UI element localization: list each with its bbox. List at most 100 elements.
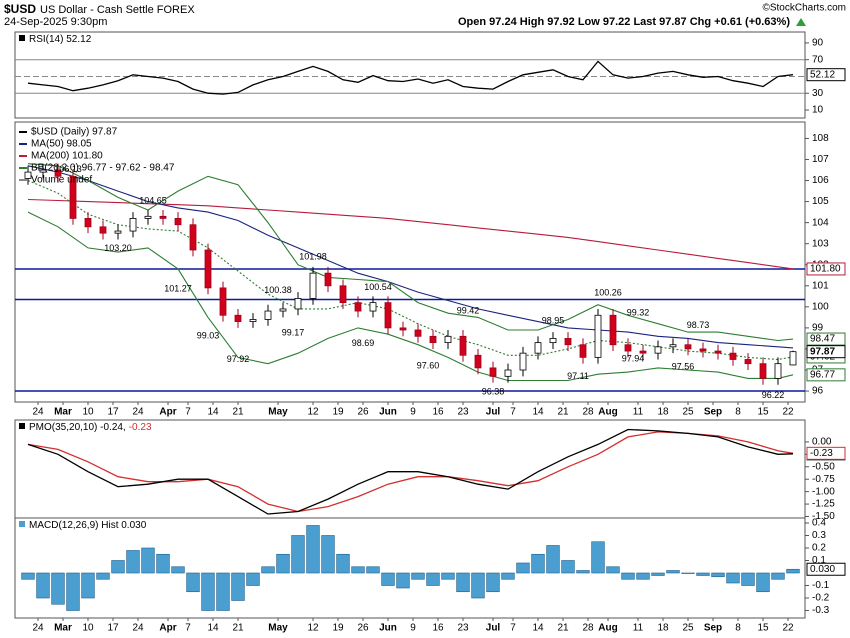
overlay-line <box>27 163 794 342</box>
x-tick-label: Sep <box>704 407 722 418</box>
candle-body <box>429 335 437 344</box>
histogram-bar <box>111 560 125 574</box>
histogram-bar <box>261 566 275 574</box>
candle-body <box>369 302 377 312</box>
histogram-bar <box>546 545 560 574</box>
x-tick-label: 9 <box>410 623 416 633</box>
x-tick-label: 21 <box>557 623 569 633</box>
histogram-bar <box>171 566 185 574</box>
histogram-bar <box>741 572 755 586</box>
candle-body <box>759 363 767 379</box>
candle-body <box>744 359 752 365</box>
x-tick-label: 24 <box>132 623 144 633</box>
candle-body <box>279 308 287 312</box>
y-tick-label: 30 <box>812 88 824 99</box>
x-tick-label: 24 <box>32 407 44 418</box>
histogram-bar <box>576 570 590 574</box>
histogram-bar <box>51 572 65 605</box>
x-tick-label: 14 <box>207 407 219 418</box>
x-tick-label: 23 <box>457 623 469 633</box>
high-annotation: 100.26 <box>594 288 622 298</box>
histogram-bar <box>201 572 215 611</box>
panel: 10 30 70 90 RSI(14) 52.12 52.12 <box>14 31 846 119</box>
candle-body <box>249 319 257 322</box>
candle-body <box>39 169 47 173</box>
y-tick-label: -1.00 <box>812 486 835 497</box>
x-tick-label: Jul <box>486 623 501 633</box>
plot-area <box>15 59 805 95</box>
histogram-bar <box>81 572 95 599</box>
histogram-bar <box>396 572 410 589</box>
y-tick-label: 0.1 <box>812 555 826 566</box>
y-tick-label: -0.75 <box>812 474 835 485</box>
low-annotation: 99.03 <box>197 331 220 341</box>
candle-body <box>774 363 782 379</box>
high-annotation: 104.65 <box>139 195 167 205</box>
histogram-bar <box>786 568 800 574</box>
candle-body <box>654 346 662 354</box>
candle-body <box>399 327 407 331</box>
histogram-bar <box>591 541 605 574</box>
x-tick-label: 16 <box>432 407 444 418</box>
instrument-name: US Dollar - Cash Settle FOREX <box>40 4 195 16</box>
x-tick-label: 15 <box>757 407 769 418</box>
x-tick-label: May <box>268 623 288 633</box>
candle-body <box>294 298 302 310</box>
low-annotation: 99.17 <box>282 328 305 338</box>
legend: PMO(35,20,10) -0.24, -0.23 <box>29 422 152 433</box>
y-tick-label: 0.4 <box>812 518 826 529</box>
x-tick-label: 14 <box>532 407 544 418</box>
x-tick-label: 10 <box>82 623 94 633</box>
x-tick-label: Jul <box>486 407 501 418</box>
low-annotation: 97.11 <box>567 371 589 381</box>
low-annotation: 97.56 <box>672 362 695 372</box>
panel-frame <box>14 419 806 519</box>
high-annotation: 98.73 <box>687 320 710 330</box>
x-tick-label: 22 <box>782 623 794 633</box>
candle-body <box>609 314 617 346</box>
histogram-bar <box>501 572 515 580</box>
x-tick-label: Apr <box>159 623 176 633</box>
x-tick-label: 14 <box>532 623 544 633</box>
candle-body <box>69 175 77 219</box>
x-tick-label: 18 <box>657 407 669 418</box>
candle-body <box>669 344 677 348</box>
x-tick-label: Mar <box>54 623 72 633</box>
symbol: $USD <box>4 2 36 16</box>
last-value-tag <box>806 368 846 382</box>
series-line <box>27 60 794 95</box>
x-tick-label: 17 <box>107 407 119 418</box>
low-annotation: 97.60 <box>417 361 440 371</box>
high-annotation: 106.13 <box>54 164 82 174</box>
y-tick-label: 0.00 <box>812 437 832 448</box>
histogram-bar <box>66 572 80 611</box>
legend-swatch <box>19 35 25 41</box>
candle-body <box>159 215 167 219</box>
y-tick-label: -1.50 <box>812 511 835 522</box>
x-tick-label: 26 <box>357 623 369 633</box>
candle-body <box>129 218 137 232</box>
last-value-label: -0.23 <box>810 448 833 459</box>
histogram-bar <box>156 553 170 574</box>
candle-body <box>204 249 212 289</box>
panel: 106.13 104.65 100.38 101.98 100.54 99.42 98.95… <box>14 121 846 418</box>
legend-entry: -0.23 <box>129 422 152 433</box>
low-annotation: 96.22 <box>762 390 785 400</box>
last-value-tag <box>806 68 846 82</box>
candle-body <box>789 351 797 366</box>
plot-area <box>21 525 800 611</box>
last-value-label: 98.47 <box>810 334 835 345</box>
candle-body <box>84 218 92 228</box>
low-annotation: 97.94 <box>622 354 645 364</box>
overlay-line <box>27 211 794 382</box>
y-tick-label: 107 <box>812 154 829 165</box>
histogram-bar <box>516 562 530 574</box>
candle-body <box>309 272 317 299</box>
y-tick-label: 105 <box>812 196 829 207</box>
y-tick-label: -1.25 <box>812 499 835 510</box>
high-annotation: 99.42 <box>457 305 480 315</box>
candle-body <box>324 272 332 287</box>
candle-body <box>579 344 587 358</box>
histogram-bar <box>306 525 320 574</box>
